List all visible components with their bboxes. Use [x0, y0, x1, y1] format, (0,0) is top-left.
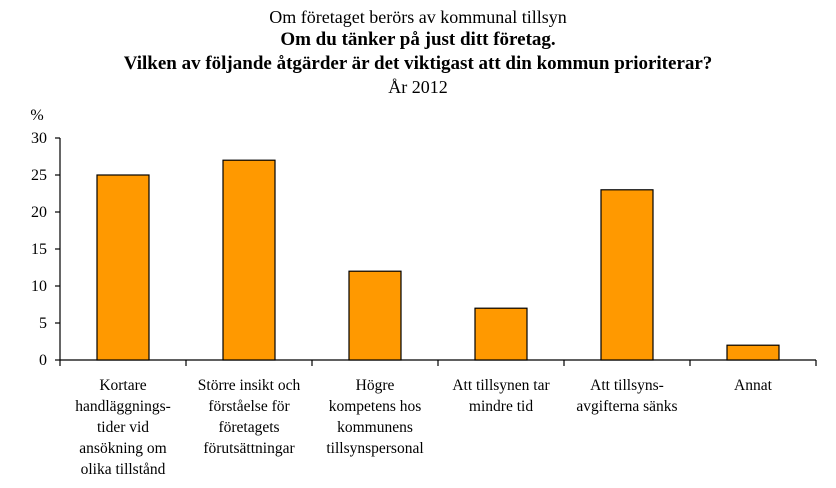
category-label-line: mindre tid — [469, 398, 533, 415]
chart-title-line-2: Om du tänker på just ditt företag. — [280, 29, 556, 50]
category-label: Större insikt och förståelse för företaget… — [198, 377, 301, 457]
bar — [600, 189, 654, 361]
chart-title-line-1: Om företaget berörs av kommunal tillsyn — [269, 7, 567, 27]
y-tick-label: 5 — [39, 315, 47, 332]
category-label-line: Kortare — [99, 377, 146, 394]
bar — [222, 159, 276, 361]
chart-title-line-4: År 2012 — [388, 77, 448, 97]
y-axis-label: % — [30, 107, 43, 124]
bar — [348, 270, 402, 361]
y-axis: 0 5 10 15 20 25 30 — [31, 130, 61, 369]
category-label: Att tillsynen tar mindre tid — [452, 377, 550, 415]
category-label-line: tider vid — [97, 419, 149, 436]
category-label-line: kommunens — [337, 419, 413, 436]
category-label: Högre kompetens hos kommunens tillsynsperso… — [326, 377, 423, 457]
category-label-line: företagets — [218, 419, 279, 436]
bar — [474, 307, 528, 361]
category-label-line: Att tillsyns- — [590, 377, 664, 394]
category-label-line: Större insikt och — [198, 377, 301, 394]
y-tick-label: 30 — [31, 130, 47, 147]
category-label: Kortare handläggnings-tider vid ansökning … — [75, 377, 171, 478]
y-tick-label: 0 — [39, 352, 47, 369]
bar — [726, 344, 780, 361]
category-label-line: avgifterna sänks — [576, 398, 677, 415]
bars — [96, 159, 780, 361]
category-label-line: Att tillsynen tar — [452, 377, 550, 394]
category-label-line: Högre — [356, 377, 395, 394]
category-label-line: förutsättningar — [203, 440, 295, 457]
y-tick-label: 20 — [31, 204, 47, 221]
category-label: Annat — [734, 377, 773, 394]
category-label: Att tillsyns-avgifterna sänks — [576, 377, 677, 415]
x-axis — [59, 359, 817, 366]
category-label-line: Annat — [734, 377, 773, 394]
bar — [96, 174, 150, 361]
y-tick-label: 25 — [31, 167, 47, 184]
category-label-line: tillsynspersonal — [326, 440, 423, 457]
category-label-line: ansökning om — [79, 440, 166, 457]
category-label-line: olika tillstånd — [81, 461, 166, 478]
category-labels: Kortare handläggnings-tider vid ansökning … — [75, 377, 772, 478]
category-label-line: handläggnings- — [75, 398, 171, 415]
chart-title-line-3: Vilken av följande åtgärder är det vikti… — [123, 53, 713, 74]
chart-title-block: Om företaget berörs av kommunal tillsyn … — [0, 6, 836, 98]
y-tick-label: 10 — [31, 278, 47, 295]
category-label-line: förståelse för — [208, 398, 290, 415]
category-label-line: kompetens hos — [329, 398, 422, 415]
y-tick-label: 15 — [31, 241, 47, 258]
